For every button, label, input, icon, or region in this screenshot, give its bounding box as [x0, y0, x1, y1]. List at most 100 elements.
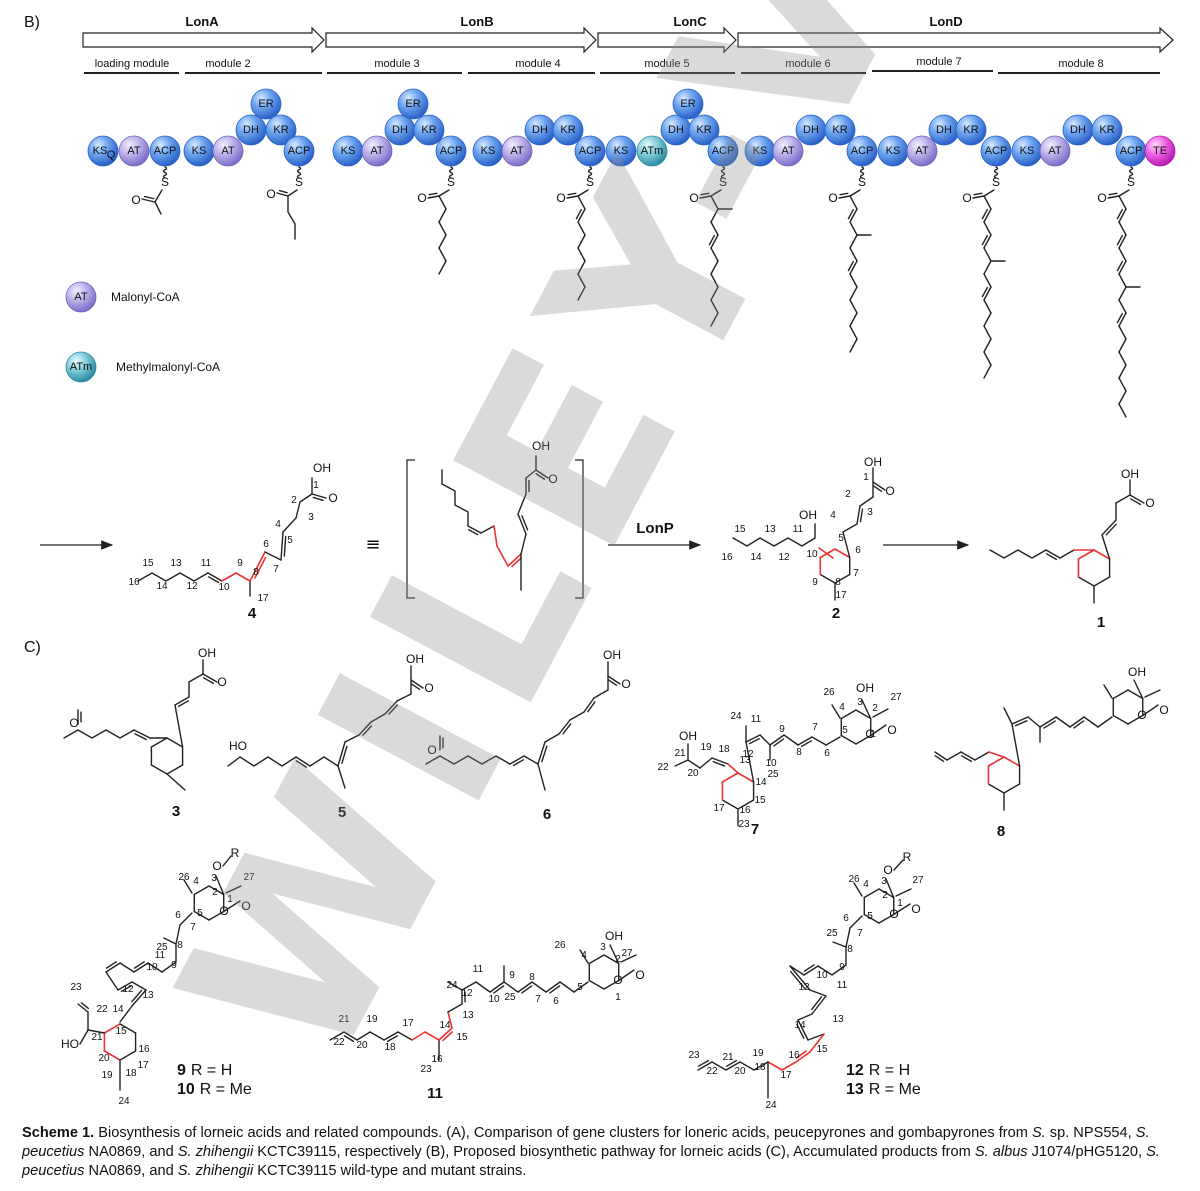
- ks-domain: KS: [605, 135, 637, 167]
- atom-number: 12: [461, 988, 473, 999]
- bond: [1118, 390, 1127, 405]
- atom-number: 5: [287, 535, 293, 546]
- bond: [721, 772, 739, 783]
- acp-domain-label: ACP: [579, 145, 602, 157]
- bond: [438, 234, 447, 249]
- at-domain-circle: [361, 135, 393, 167]
- bond: [222, 855, 232, 867]
- atom-number: 17: [402, 1018, 414, 1029]
- bond: [537, 763, 546, 791]
- bond: [849, 273, 858, 288]
- bond: [872, 708, 889, 718]
- atom-number: 20: [98, 1053, 110, 1064]
- ks-domain-label: KS: [192, 145, 207, 157]
- caption-text: KCTC39115, respectively (B), Proposed bi…: [253, 1144, 975, 1160]
- bond: [710, 273, 719, 288]
- bond: [1112, 689, 1129, 700]
- bond-chain: [441, 469, 469, 527]
- atom-number: 9: [839, 962, 845, 973]
- bond: [710, 195, 719, 210]
- atom-number: 13: [832, 1014, 844, 1025]
- bond: [1027, 716, 1041, 728]
- caption-title: Scheme 1.: [22, 1125, 95, 1141]
- atom-number: 27: [621, 948, 633, 959]
- atom-number: 3: [211, 873, 217, 884]
- bond: [1118, 208, 1127, 223]
- bond: [849, 325, 858, 340]
- atom-label: O: [556, 191, 565, 205]
- bond: [166, 764, 184, 775]
- bond: [133, 962, 149, 973]
- atom-label: O: [266, 187, 275, 201]
- er-domain-label: ER: [405, 98, 420, 110]
- atom-number: 21: [674, 748, 686, 759]
- bond: [697, 1059, 710, 1067]
- wavy-bond: [720, 166, 726, 179]
- bond: [983, 208, 992, 223]
- caption-text: KCTC39115 wild-type and mutant strains.: [253, 1163, 527, 1179]
- atom-number: 4: [839, 702, 845, 713]
- atom-label: OH: [856, 681, 874, 695]
- bond: [960, 751, 976, 761]
- bond: [1043, 720, 1056, 729]
- acyl-thioester: SO: [689, 166, 733, 327]
- acp-domain-label: ACP: [712, 145, 735, 157]
- bond: [987, 756, 1005, 767]
- bond: [603, 979, 620, 990]
- bond: [789, 965, 811, 991]
- compound-9-number: 9: [177, 1062, 186, 1079]
- at-domain-label: AT: [221, 145, 235, 157]
- atom-label: OH: [603, 648, 621, 662]
- caption-text: Biosynthesis of lorneic acids and relate…: [94, 1125, 1032, 1141]
- atom-number: 13: [739, 755, 751, 766]
- atom-number: 1: [615, 992, 621, 1003]
- atom-label: R: [903, 850, 912, 864]
- bond: [1105, 523, 1117, 536]
- at-domain: AT: [772, 135, 804, 167]
- compound-9-caption: 9 R = H: [177, 1062, 232, 1079]
- bond: [831, 704, 841, 719]
- bond: [309, 756, 325, 767]
- atom-number: 1: [313, 480, 319, 491]
- bond: [188, 673, 204, 683]
- bond: [276, 192, 289, 197]
- at-domain-circle: [212, 135, 244, 167]
- dh-domain: DH: [524, 114, 556, 146]
- bond: [797, 736, 813, 746]
- bond: [1118, 403, 1127, 418]
- atom-number: 18: [384, 1042, 396, 1053]
- bond: [193, 910, 210, 921]
- bond: [329, 1031, 345, 1041]
- bond: [442, 1031, 453, 1042]
- bond: [1118, 189, 1130, 197]
- bond: [511, 557, 522, 568]
- er-domain-label: ER: [680, 98, 695, 110]
- compound-1-structure: O OH: [989, 467, 1155, 604]
- bond: [983, 286, 992, 301]
- bond: [174, 704, 184, 748]
- bond-chain: [842, 523, 858, 533]
- atom-number: 17: [257, 593, 269, 604]
- atom-number: 3: [600, 942, 606, 953]
- bond: [885, 878, 895, 899]
- bond: [1011, 716, 1029, 725]
- bond: [225, 885, 242, 894]
- bond: [934, 754, 945, 762]
- bond: [447, 1003, 463, 1013]
- atom-number: 1: [870, 729, 876, 740]
- at-domain-label: AT: [370, 145, 384, 157]
- atom-number: 5: [838, 533, 844, 544]
- atom-number: 15: [734, 524, 746, 535]
- atom-number: 16: [788, 1050, 800, 1061]
- bond: [341, 745, 348, 764]
- atom-label: O: [212, 859, 221, 873]
- acp-domain-label: ACP: [985, 145, 1008, 157]
- bond: [1115, 494, 1131, 504]
- er-domain-circle: [250, 88, 282, 120]
- bond: [1059, 549, 1075, 559]
- atom-number: 4: [863, 879, 869, 890]
- kr-domain-label: KR: [832, 124, 847, 136]
